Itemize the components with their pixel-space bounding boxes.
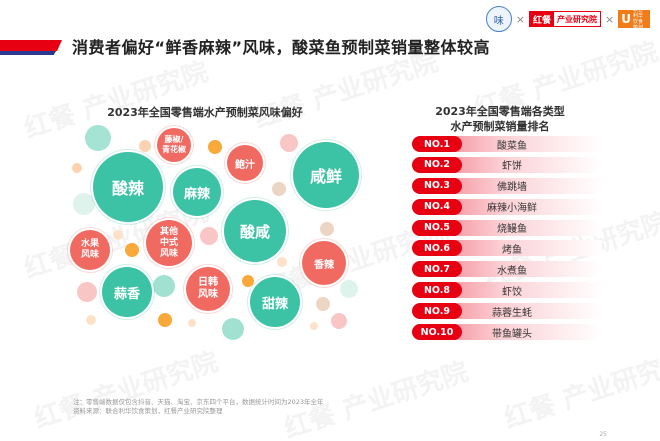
- ranking-list: NO.1 酸菜鱼 NO.2 虾饼 NO.3 佛跳墙 NO.4 麻辣小海鲜 NO.5 烧鳗鱼…: [412, 136, 602, 345]
- decor-dot: [310, 322, 318, 330]
- decor-dot: [340, 280, 358, 298]
- rank-badge: NO.2: [412, 156, 462, 173]
- bubble-tengjiao: 藤椒/青花椒: [157, 128, 191, 162]
- logo-separator: ×: [515, 12, 526, 26]
- ranking-row: NO.9 蒜蓉生蚝: [412, 303, 602, 320]
- ranking-row: NO.8 虾饺: [412, 282, 602, 299]
- rank-badge: NO.3: [412, 177, 462, 194]
- rank-item-name: 烤鱼: [502, 244, 522, 256]
- unilever-logo: U 联合利华 饮食策划: [618, 7, 650, 31]
- bubble-chart-title: 2023年全国零售端水产预制菜风味偏好: [107, 106, 303, 119]
- bubble-suanla: 酸辣: [93, 152, 163, 222]
- bubble-shuiguo: 水果 风味: [70, 230, 110, 270]
- rank-item-name: 虾饼: [502, 161, 522, 173]
- rank-badge: NO.4: [412, 198, 462, 215]
- decor-dot: [272, 182, 286, 196]
- page-title: 消费者偏好“鲜香麻辣”风味，酸菜鱼预制菜销量整体较高: [72, 38, 491, 57]
- decor-dot: [280, 134, 298, 152]
- bubble-mala: 麻辣: [173, 168, 221, 216]
- decor-dot: [277, 257, 287, 267]
- decor-dot: [86, 315, 96, 325]
- rank-badge: NO.8: [412, 282, 462, 299]
- bubble-xianxian: 咸鲜: [293, 142, 359, 208]
- bubble-xiangla: 香辣: [302, 241, 346, 285]
- rank-badge: NO.10: [412, 324, 462, 341]
- decor-dot: [208, 140, 222, 154]
- decor-dot: [77, 282, 97, 302]
- bubble-rihan: 日韩 风味: [186, 267, 230, 311]
- partner-logos: 味 × 红餐 产业研究院 × U 联合利华 饮食策划: [485, 6, 650, 32]
- rank-item-name: 带鱼罐头: [492, 328, 532, 340]
- rank-badge: NO.1: [412, 136, 462, 152]
- decor-dot: [72, 163, 82, 173]
- ranking-row: NO.6 烤鱼: [412, 240, 602, 257]
- ranking-row: NO.7 水煮鱼: [412, 261, 602, 278]
- watermark: 红餐 产业研究院: [280, 357, 472, 441]
- bubble-suanxiang: 蒜香: [102, 267, 152, 317]
- ranking-row: NO.1 酸菜鱼: [412, 136, 602, 152]
- logo-separator: ×: [605, 12, 615, 26]
- footnote-note: 注：零售端数据仅包含抖音、天猫、淘宝、京东四个平台，数据统计时间为2023年全年: [73, 398, 324, 406]
- rank-item-name: 蒜蓉生蚝: [492, 307, 532, 319]
- hongcan-logo: 红餐 产业研究院: [529, 11, 602, 27]
- rank-item-name: 水煮鱼: [497, 265, 527, 277]
- rank-badge: NO.7: [412, 261, 462, 278]
- ranking-row: NO.3 佛跳墙: [412, 177, 602, 194]
- rank-item-name: 烧鳗鱼: [497, 224, 527, 236]
- page-number: 25: [599, 431, 607, 438]
- ranking-row: NO.10 带鱼罐头: [412, 324, 602, 341]
- decor-dot: [158, 313, 172, 327]
- decor-dot: [85, 125, 111, 151]
- decor-dot: [153, 275, 175, 297]
- rank-badge: NO.6: [412, 240, 462, 257]
- footnote-source: 资料来源：联合利华饮食策划，红餐产业研究院整理: [73, 407, 223, 415]
- bubble-suanxian: 酸咸: [224, 200, 286, 262]
- footnote: 注：零售端数据仅包含抖音、天猫、淘宝、京东四个平台，数据统计时间为2023年全年…: [73, 398, 324, 416]
- ranking-row: NO.2 虾饼: [412, 156, 602, 173]
- ranking-row: NO.5 烧鳗鱼: [412, 219, 602, 236]
- rank-item-name: 佛跳墙: [497, 182, 527, 194]
- rank-badge: NO.9: [412, 303, 462, 320]
- watermark: 红餐 产业研究院: [500, 347, 660, 435]
- decor-dot: [316, 297, 330, 311]
- association-logo: 味: [485, 6, 512, 32]
- rank-item-name: 酸菜鱼: [497, 140, 527, 152]
- rank-badge: NO.5: [412, 219, 462, 236]
- bubble-baozhi: 鲍汁: [227, 145, 263, 181]
- decor-dot: [320, 222, 334, 236]
- rank-item-name: 麻辣小海鲜: [487, 203, 537, 215]
- decor-dot: [125, 243, 139, 257]
- decor-dot: [222, 318, 244, 340]
- decor-dot: [113, 230, 123, 240]
- decor-dot: [331, 313, 347, 329]
- header-accent-bar: [0, 40, 62, 56]
- bubble-qita: 其他 中式 风味: [146, 220, 192, 266]
- decor-dot: [188, 319, 196, 327]
- decor-dot: [242, 275, 254, 287]
- bubble-tianla: 甜辣: [250, 277, 300, 327]
- decor-dot: [139, 140, 151, 152]
- rank-item-name: 虾饺: [502, 286, 522, 298]
- ranking-title: 2023年全国零售端各类型 水产预制菜销量排名: [435, 105, 565, 133]
- decor-dot: [200, 227, 218, 245]
- watermark: 红餐 产业研究院: [30, 347, 222, 435]
- ranking-row: NO.4 麻辣小海鲜: [412, 198, 602, 215]
- decor-dot: [73, 193, 95, 215]
